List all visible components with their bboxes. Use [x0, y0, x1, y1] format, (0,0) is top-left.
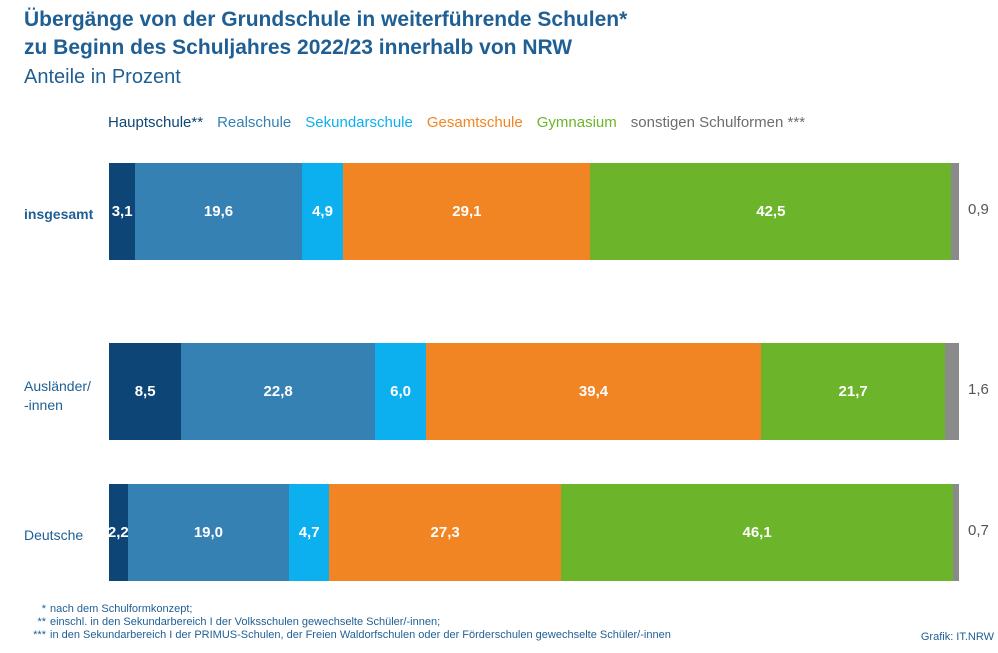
legend-item-sonstige: sonstigen Schulformen *** — [630, 114, 806, 131]
segment-value-label: 42,5 — [756, 203, 786, 220]
segment-value-label: 19,0 — [193, 524, 224, 541]
segment-value-label: 6,0 — [390, 383, 411, 400]
legend-item-gesamtschule: Gesamtschule — [426, 114, 523, 131]
footnotes: * nach dem Schulformkonzept; ** einschl. in… — [24, 603, 671, 642]
bar-segment-realschule: 19,6 — [135, 163, 302, 260]
legend-item-realschule: Realschule — [217, 114, 292, 131]
bar-segment-hauptschule: 3,1 — [109, 163, 136, 260]
sonstige-value-label: 1,6 — [968, 381, 989, 398]
bar-segment-realschule: 22,8 — [181, 343, 376, 440]
segment-value-label: 22,8 — [263, 383, 293, 400]
segment-value-label: 2,2 — [107, 524, 129, 541]
source-credit: Grafik: IT.NRW — [920, 631, 994, 643]
bar-segment-sonstige — [945, 343, 959, 440]
bar-segment-sonstige — [953, 484, 959, 581]
bar-segment-hauptschule: 8,5 — [109, 343, 182, 440]
footnote-2: ** einschl. in den Sekundarbereich I der … — [37, 616, 441, 628]
row-label-1: Ausländer/-innen — [24, 378, 91, 413]
bar-segment-gesamtschule: 27,3 — [329, 484, 562, 581]
segment-value-label: 29,1 — [452, 203, 482, 220]
row-label-0: insgesamt — [24, 206, 94, 222]
segment-value-label: 4,7 — [298, 524, 320, 541]
bar-row-2: 2,2 19,0 4,7 27,3 46,1 — [107, 484, 959, 581]
title-line-1: Übergänge von der Grundschule in weiterf… — [24, 8, 628, 31]
bar-segment-sekundarschule: 4,7 — [289, 484, 330, 581]
sonstige-value-label: 0,7 — [968, 522, 989, 539]
bar-segment-gymnasium: 21,7 — [760, 343, 946, 440]
segment-value-label: 3,1 — [111, 203, 133, 220]
bar-segment-sekundarschule: 6,0 — [375, 343, 427, 440]
row-label-2: Deutsche — [24, 527, 84, 543]
bar-segment-hauptschule: 2,2 — [107, 484, 129, 581]
bar-row-0: 3,1 19,6 4,9 29,1 42,5 — [109, 163, 959, 260]
bar-segment-gesamtschule: 39,4 — [426, 343, 761, 440]
footnote-1: * nach dem Schulformkonzept; — [41, 603, 193, 615]
footnote-3: *** in den Sekundarbereich I der PRIMUS-S… — [33, 629, 671, 641]
segment-value-label: 21,7 — [838, 383, 868, 400]
legend-item-gymnasium: Gymnasium — [536, 114, 617, 131]
segment-value-label: 8,5 — [134, 383, 156, 400]
chart-title: Übergänge von der Grundschule in weiterf… — [24, 6, 627, 62]
bar-segment-sonstige — [951, 163, 959, 260]
bar-segment-gymnasium: 42,5 — [590, 163, 952, 260]
chart-subtitle: Anteile in Prozent — [24, 66, 181, 88]
bar-segment-realschule: 19,0 — [127, 484, 290, 581]
segment-value-label: 27,3 — [430, 524, 460, 541]
bar-segment-sekundarschule: 4,9 — [301, 163, 344, 260]
bar-segment-gesamtschule: 29,1 — [343, 163, 591, 260]
segment-value-label: 46,1 — [742, 524, 772, 541]
legend-item-hauptschule: Hauptschule** — [108, 114, 204, 131]
segment-value-label: 4,9 — [312, 203, 333, 220]
title-line-2: zu Beginn des Schuljahres 2022/23 innerh… — [24, 36, 573, 59]
segment-value-label: 19,6 — [203, 203, 234, 220]
bar-segment-gymnasium: 46,1 — [561, 484, 954, 581]
bar-row-1: 8,5 22,8 6,0 39,4 21,7 — [109, 343, 959, 440]
sonstige-value-label: 0,9 — [968, 201, 989, 218]
segment-value-label: 39,4 — [578, 383, 609, 400]
chart-legend: Hauptschule** Realschule Sekundarschule Ges… — [108, 114, 805, 131]
legend-item-sekundarschule: Sekundarschule — [305, 114, 413, 131]
